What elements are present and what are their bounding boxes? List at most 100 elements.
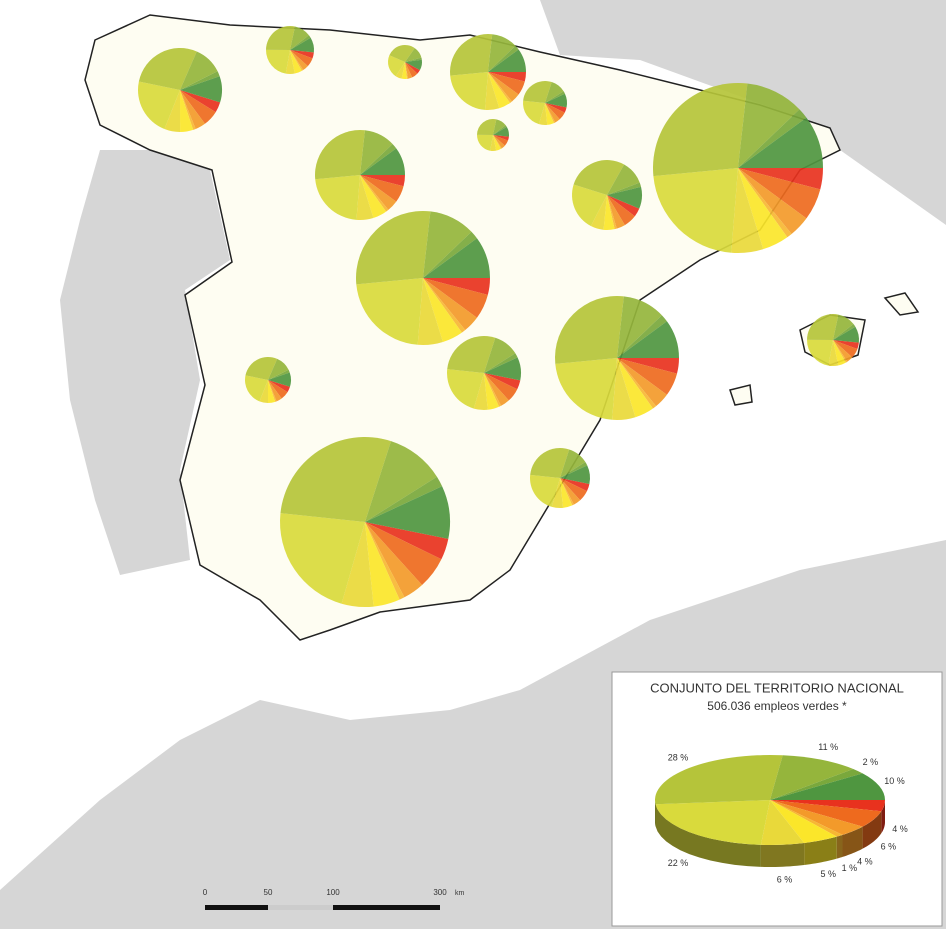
region-pie-slice [268, 369, 290, 380]
region-pie-slice [484, 373, 500, 410]
region-pie-slice [268, 380, 282, 402]
region-pie-slice [180, 90, 221, 113]
region-pie-slice [560, 478, 590, 492]
region-pie-slice [285, 50, 295, 75]
region-pie-slice [807, 314, 839, 340]
region-pie-slice [280, 437, 392, 522]
region-pie-slice [484, 353, 518, 373]
region-pie-slice [560, 465, 590, 484]
region-pie-slice [423, 231, 477, 278]
region-pie-slice [493, 119, 506, 135]
region-pie-slice [833, 340, 858, 358]
data-label: 10 % [884, 776, 905, 786]
region-pie-slice [290, 50, 304, 71]
pie-slice [770, 800, 843, 837]
region-pie-slice [833, 340, 846, 366]
region-pie-slice [477, 119, 497, 135]
region-pie-slice [560, 478, 573, 508]
region-pie-slice [617, 358, 657, 409]
region-pie-slice [833, 340, 848, 363]
region-pie-slice [365, 476, 443, 522]
region-pie-slice [245, 375, 268, 402]
region-pie-slice [738, 168, 821, 219]
region-pie-slice [365, 522, 449, 560]
region-pie-slice [423, 278, 488, 318]
region-pie-slice [617, 358, 653, 418]
region-pie-slice [268, 380, 290, 393]
region-pie-slice [493, 135, 501, 151]
region-pie-slice [360, 175, 404, 202]
region-pie-slice [607, 164, 640, 195]
pie-side [862, 811, 882, 849]
region-pie-slice [545, 91, 565, 103]
region-pie-slice [488, 72, 519, 102]
region-pie-slice [268, 358, 289, 380]
region-pie-slice [545, 93, 567, 108]
region-pie-slice [488, 72, 511, 109]
pie-side [760, 842, 805, 867]
pie-slice [770, 800, 837, 843]
region-pie-slice [545, 103, 556, 124]
region-pie-slice [405, 62, 418, 78]
region-pie-slice [180, 90, 205, 129]
region-pie-slice [560, 478, 587, 501]
region-pie-slice [423, 278, 462, 342]
region-pie-slice [290, 50, 313, 67]
pie-side [881, 800, 885, 834]
region-pie-slice [365, 441, 437, 522]
data-label: 1 % [842, 863, 858, 873]
data-label: 5 % [820, 869, 836, 879]
region-pie-slice [180, 90, 196, 130]
region-pie-slice [493, 135, 502, 149]
region-pie-slice [807, 339, 833, 366]
region-pie-slice [360, 148, 405, 175]
pie-side [655, 800, 656, 827]
region-pie-slice [833, 326, 859, 343]
region-pie-slice [138, 48, 197, 90]
region-pie-slice [290, 26, 309, 50]
region-pie-slice [555, 358, 617, 420]
pie-slice [770, 800, 863, 835]
pie-side [804, 836, 837, 865]
data-label: 28 % [668, 753, 689, 763]
region-pie-slice [560, 462, 588, 478]
region-pie-slice [360, 175, 397, 210]
region-pie-slice [493, 125, 507, 135]
region-pie-slice [530, 474, 560, 507]
region-pie-slice [268, 380, 288, 399]
data-label: 22 % [668, 858, 689, 868]
region-pie-slice [590, 195, 607, 230]
region-pie-slice [388, 55, 405, 77]
region-pie-slice [833, 340, 853, 362]
data-label: 11 % [818, 742, 838, 752]
region-pie-slice [164, 90, 181, 132]
region-pie-slice [833, 340, 859, 350]
region-pie-slice [555, 296, 624, 364]
scale-label: 50 [264, 888, 273, 897]
region-pie-slice [488, 72, 526, 82]
national-pie: 4 %6 %4 %1 %5 %6 %22 %28 %11 %2 %10 % [655, 742, 908, 885]
region-pie-slice [417, 278, 443, 346]
region-pie-slice [290, 50, 308, 71]
region-pie-slice [180, 51, 218, 90]
region-pie-slice [573, 160, 625, 195]
region-pie-slice [545, 103, 565, 120]
pie-slice [770, 800, 885, 812]
region-pie-slice [423, 278, 466, 333]
legend-subtitle: 506.036 empleos verdes * [707, 699, 847, 713]
region-pie-slice [603, 195, 615, 231]
region-pie-slice [365, 486, 450, 539]
region-pie-slice [572, 184, 607, 227]
data-label: 6 % [881, 842, 897, 852]
data-label: 4 % [857, 857, 873, 867]
pie-slice [655, 800, 770, 845]
region-pie-slice [612, 358, 636, 420]
region-pie-slice [405, 59, 422, 71]
region-pie-slice [138, 81, 180, 130]
region-pie-slice [490, 135, 497, 152]
region-pie-slice [447, 369, 484, 409]
region-pie-slice [268, 380, 277, 402]
region-pie-slice [488, 49, 526, 72]
region-pie-slice [450, 72, 488, 110]
region-pie-slice [738, 109, 807, 168]
